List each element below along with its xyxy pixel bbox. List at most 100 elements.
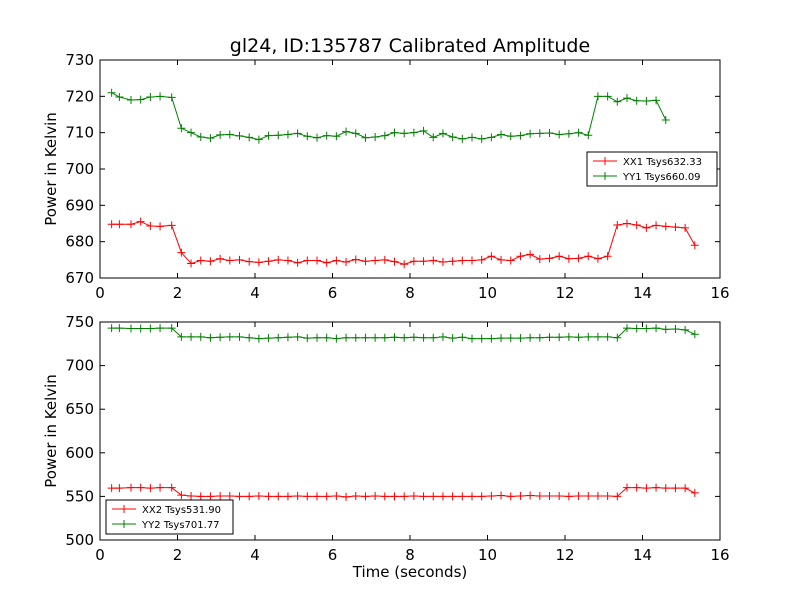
chart2-ytick-label-5: 700 — [65, 357, 94, 375]
chart2-series-1-point-51 — [593, 491, 602, 500]
chart2-series-2-point-15 — [245, 333, 254, 342]
chart1-series-2-point-10 — [196, 133, 205, 142]
chart1-series-2-point-30 — [390, 128, 399, 137]
chart1-series-1-point-43 — [516, 252, 525, 261]
chart1-series-2-point-37 — [458, 134, 467, 143]
chart1-series-2-point-7 — [167, 93, 176, 102]
chart1-series-1-point-14 — [235, 255, 244, 264]
chart2-series-2-point-25 — [342, 333, 351, 342]
chart2-series-1-point-56 — [642, 484, 651, 493]
chart1-series-2-point-19 — [283, 130, 292, 139]
chart2-series-2-point-46 — [545, 333, 554, 342]
chart2-series-2-point-50 — [584, 332, 593, 341]
chart1-series-1-point-19 — [283, 256, 292, 265]
chart1-legend-label-1: XX1 Tsys632.33 — [623, 157, 702, 168]
chart2-series-2-point-16 — [254, 334, 263, 343]
chart2-series-2-point-30 — [390, 333, 399, 342]
chart1-series-2-point-18 — [274, 131, 283, 140]
chart2-series-2-point-58 — [661, 325, 670, 334]
chart2-series-2-point-3 — [127, 324, 135, 333]
chart2-series-2-point-27 — [361, 333, 370, 342]
chart1-ytick-label-1: 670 — [65, 269, 94, 287]
chart2-xtick-label-1: 0 — [95, 546, 105, 564]
chart2-series-2 — [107, 324, 699, 343]
chart1-series-1-point-28 — [371, 256, 380, 265]
chart1-series-2-point-55 — [632, 96, 641, 105]
chart1-series-1-point-52 — [603, 252, 612, 261]
chart1-series-1-point-36 — [448, 257, 457, 266]
chart1-series-2-point-35 — [438, 129, 447, 138]
chart1-ylabel: Power in Kelvin — [42, 112, 60, 226]
chart1-series-2-point-34 — [429, 133, 438, 142]
chart1-title: gl24, ID:135787 Calibrated Amplitude — [230, 35, 590, 57]
chart1-series-1-point-16 — [254, 258, 263, 267]
chart1-series-1-point-44 — [526, 250, 535, 259]
chart2-series-2-point-28 — [371, 333, 380, 342]
chart2-series-1-point-48 — [564, 492, 573, 501]
chart2-series-2-point-61 — [690, 330, 699, 339]
chart2-xtick-label-7: 12 — [555, 546, 574, 564]
chart1-series-1-point-20 — [293, 258, 302, 267]
chart2-series-1-point-23 — [322, 492, 331, 501]
chart2-series-1-point-44 — [526, 491, 535, 500]
chart1-series-1-point-41 — [497, 255, 506, 264]
chart1-series-1 — [107, 217, 699, 269]
chart1-series-2-point-27 — [361, 133, 370, 142]
chart1-series-1-point-30 — [390, 257, 399, 266]
chart2-series-2-point-24 — [332, 334, 341, 343]
chart1-series-1-point-18 — [274, 255, 283, 264]
chart1-series-2-point-41 — [497, 130, 506, 139]
chart1-legend: XX1 Tsys632.33 YY1 Tsys660.09 — [586, 151, 718, 187]
chart2-series-2-point-34 — [429, 333, 438, 342]
chart1-series-2-point-42 — [506, 132, 515, 141]
chart1-series-2-point-56 — [642, 97, 651, 106]
chart1-series-2-point-13 — [225, 130, 234, 139]
chart1-series-1-point-58 — [661, 222, 670, 231]
chart2-series-1-point-38 — [468, 492, 476, 501]
chart2-series-1-point-9 — [187, 491, 196, 500]
chart1-series-1-point-15 — [245, 257, 254, 266]
chart1-series-2-point-22 — [313, 133, 321, 142]
chart1-series-2-point-28 — [371, 133, 380, 142]
chart2-legend-label-1: XX2 Tsys531.90 — [142, 505, 221, 516]
chart1-series-2-point-49 — [574, 128, 583, 137]
chart1-series-1-point-8 — [177, 248, 186, 257]
chart2-series-1-point-14 — [235, 492, 244, 501]
chart2-series-2-point-1 — [107, 324, 116, 333]
chart1-series-1-point-40 — [487, 252, 496, 261]
chart1-legend-marker-2 — [601, 172, 609, 180]
chart2-series-1-point-5 — [146, 484, 155, 493]
chart2-legend: XX2 Tsys531.90 YY2 Tsys701.77 — [105, 499, 234, 535]
chart1-series-2-point-39 — [477, 134, 486, 143]
chart2-legend-label-2: YY2 Tsys701.77 — [141, 520, 220, 531]
chart1-series-2-point-4 — [136, 95, 145, 104]
chart1-series-2-point-8 — [177, 124, 186, 133]
chart2-series-2-point-26 — [351, 333, 360, 342]
chart1-series-1-point-6 — [156, 222, 165, 231]
chart2-series-2-point-19 — [283, 333, 292, 342]
chart2-series-1-point-2 — [115, 484, 124, 493]
chart2-series-2-point-55 — [632, 324, 641, 333]
chart2-xtick-label-8: 14 — [633, 546, 652, 564]
chart1-ytick-label-4: 700 — [65, 160, 94, 178]
chart1-series-1-point-33 — [419, 257, 428, 266]
chart1-legend-label-2: YY1 Tsys660.09 — [622, 172, 701, 183]
chart2-series-2-point-39 — [477, 334, 486, 343]
chart1-series-2-point-23 — [322, 131, 331, 140]
chart1-series-1-point-59 — [671, 223, 680, 232]
chart2-series-2-point-14 — [235, 332, 244, 341]
chart2-ylabel: Power in Kelvin — [42, 374, 60, 488]
chart1-series-2-point-58 — [661, 115, 670, 124]
chart1-xtick-label-7: 12 — [555, 284, 574, 302]
chart1-xtick-label-8: 14 — [633, 284, 652, 302]
chart1-series-1-point-61 — [690, 241, 699, 250]
chart2-xtick-label-9: 16 — [710, 546, 729, 564]
chart1-series-2-point-6 — [156, 92, 165, 101]
chart1-xtick-label-1: 0 — [95, 284, 105, 302]
chart1-series-2-point-26 — [351, 129, 360, 138]
chart1-series-1-point-49 — [574, 254, 583, 263]
chart2-series-1-point-33 — [419, 492, 428, 501]
chart2-series-1-point-13 — [225, 491, 234, 500]
chart2-series-2-point-44 — [526, 333, 535, 342]
chart1-series-1-point-37 — [458, 256, 467, 265]
